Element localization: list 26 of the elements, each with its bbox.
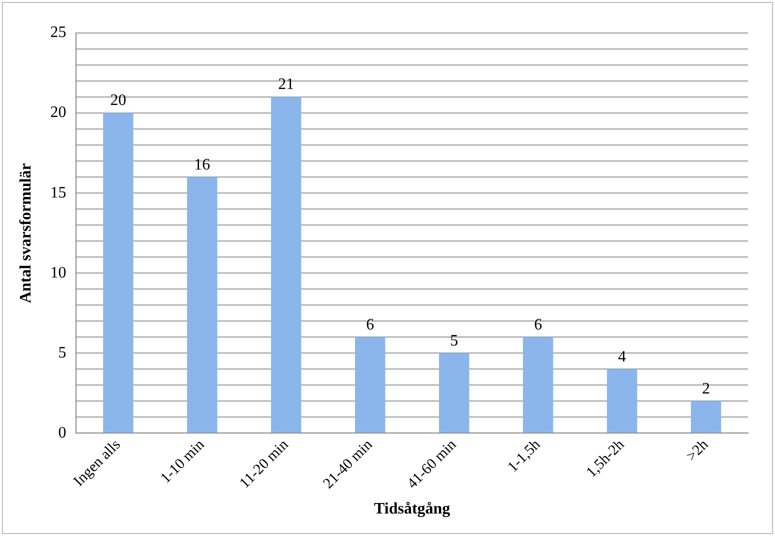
y-tick-label: 20: [50, 104, 66, 122]
bar: [354, 337, 386, 433]
data-label: 4: [618, 348, 626, 366]
y-tick-label: 0: [58, 424, 66, 442]
bar: [438, 353, 470, 433]
y-tick-label: 25: [50, 24, 66, 42]
bar: [271, 97, 302, 433]
data-label: 6: [366, 316, 374, 334]
bar: [690, 401, 722, 433]
data-label: 6: [534, 316, 542, 334]
bar: [522, 337, 554, 433]
x-tick-label: >2h: [684, 436, 712, 465]
y-tick-label: 5: [58, 344, 66, 362]
data-label: 5: [450, 332, 458, 350]
data-label: 16: [194, 156, 210, 174]
y-tick-label: 10: [50, 264, 66, 282]
bar: [187, 177, 218, 433]
y-tick-label: 15: [50, 184, 66, 202]
data-label: 20: [110, 92, 126, 110]
data-label: 2: [702, 380, 710, 398]
y-axis-title: Antal svarsformulär: [18, 163, 35, 304]
bar: [103, 113, 134, 433]
x-axis-title: Tidsåtgång: [374, 500, 450, 518]
bar: [606, 369, 638, 433]
x-tick-label: 1-10 min: [158, 436, 208, 487]
data-label: 21: [278, 76, 294, 94]
